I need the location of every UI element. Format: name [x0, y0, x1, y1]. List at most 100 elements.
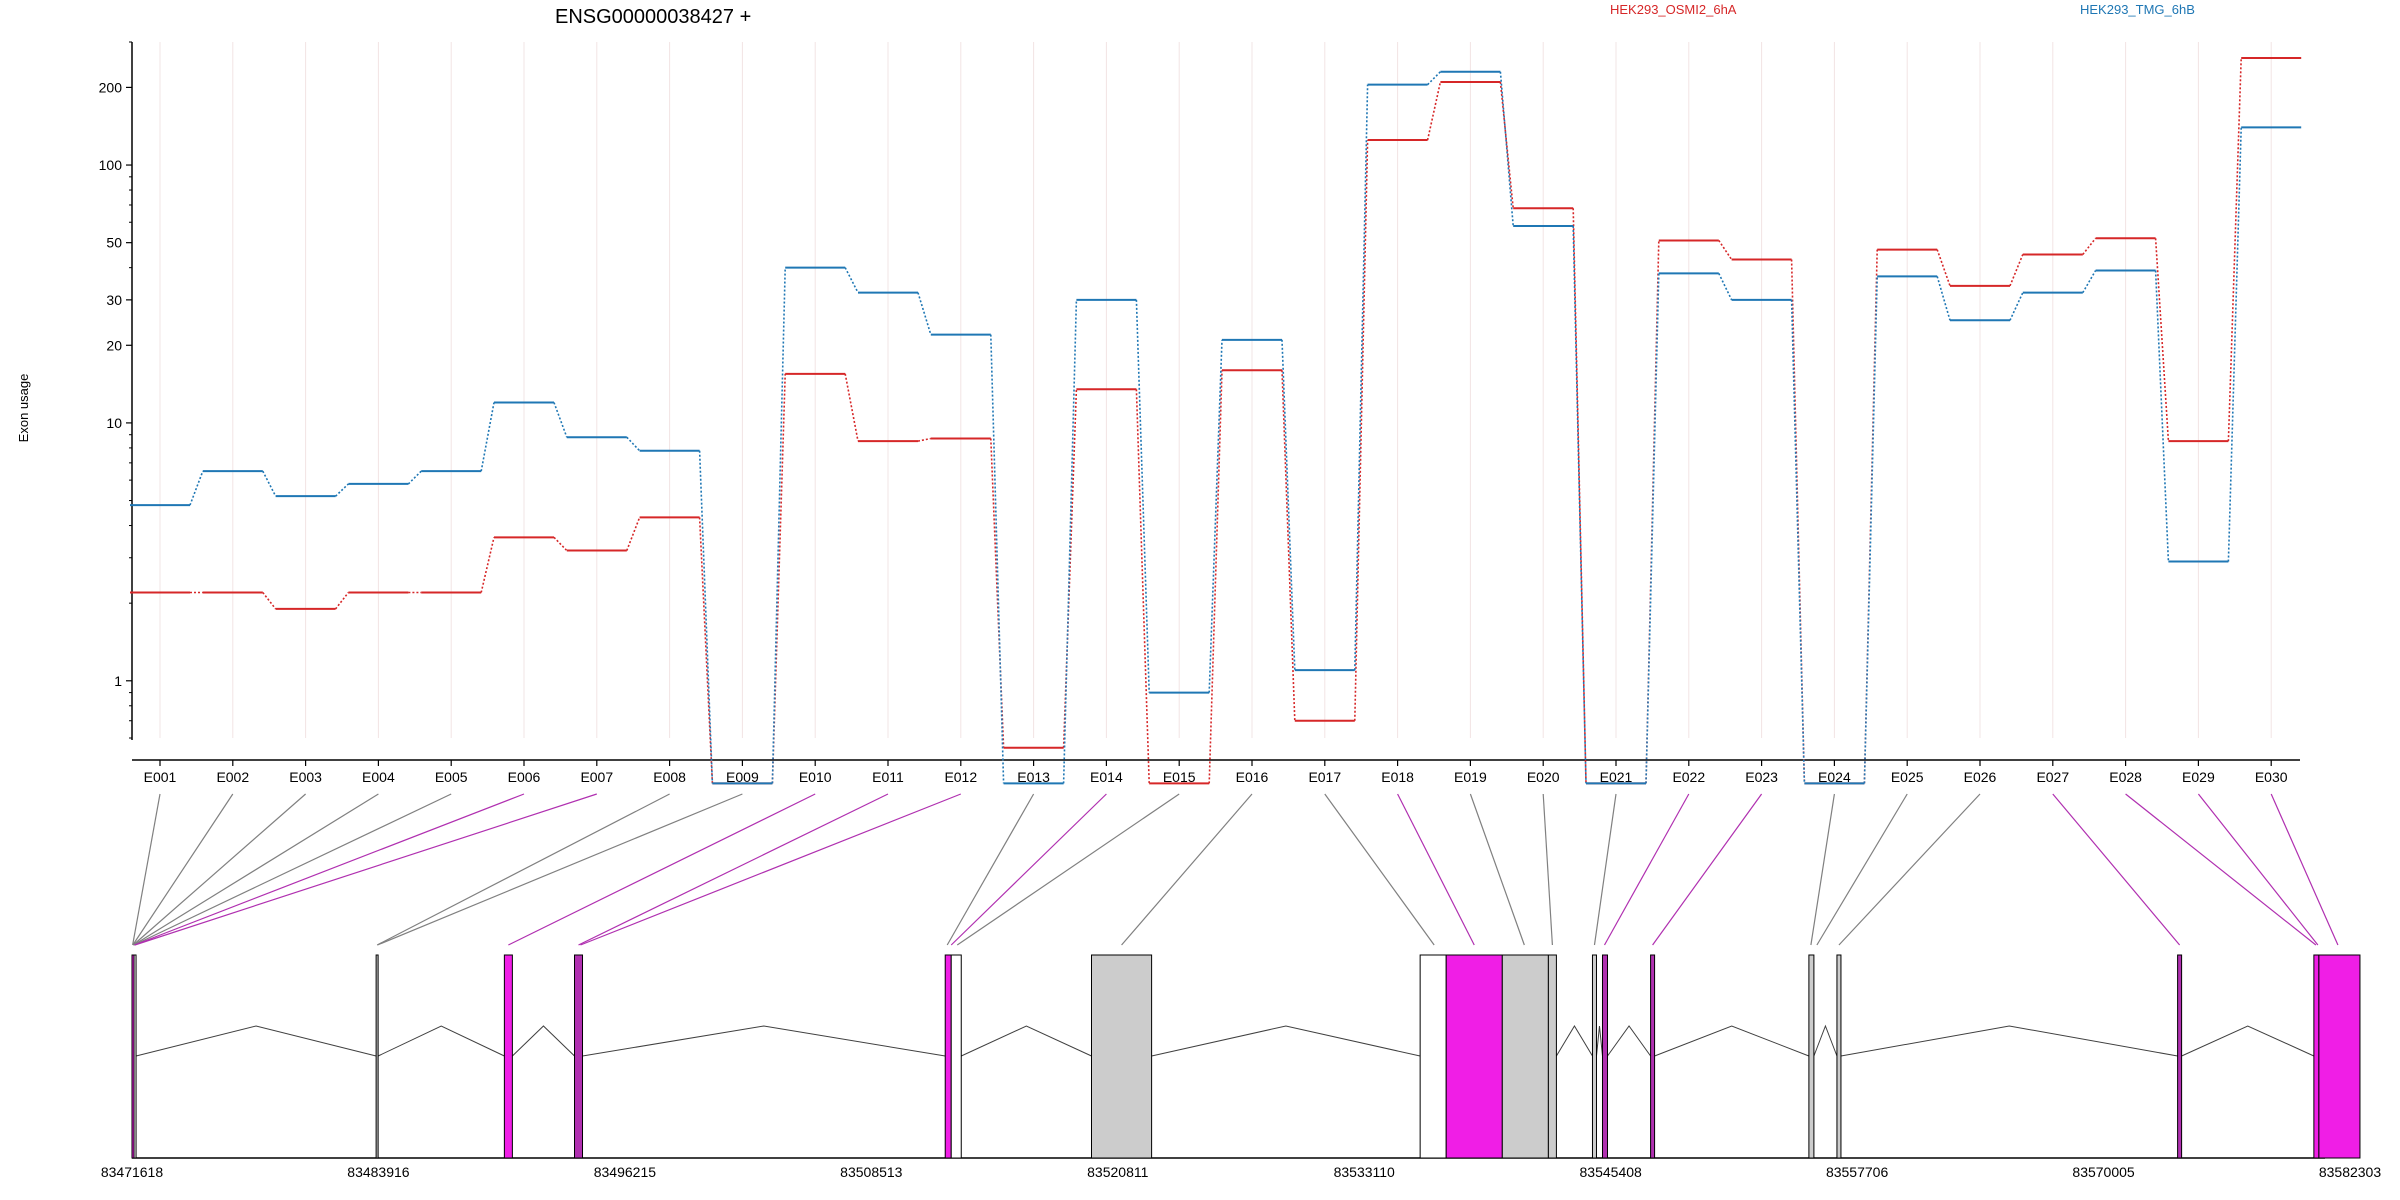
- genome-coord-label-9: 83582303: [2319, 1164, 2382, 1180]
- exon-mapping-E020: [1542, 793, 1553, 946]
- series-2-connector: [1427, 71, 1441, 86]
- series-2-connector: [1790, 299, 1806, 784]
- exon-mapping-E005: [133, 793, 452, 946]
- genome-coord-label-4: 83520811: [1087, 1164, 1148, 1180]
- series-1-connector: [1499, 81, 1514, 209]
- exon-block-14: [1601, 954, 1609, 1159]
- exon-block-4: [503, 954, 513, 1159]
- exon-mapping-E015: [956, 793, 1180, 946]
- x-tick-label-E011: E011: [872, 769, 904, 785]
- grid-lines: [159, 42, 2272, 738]
- x-tick-label-E016: E016: [1236, 769, 1269, 785]
- exon-mapping-E021: [1593, 793, 1617, 946]
- x-tick-label-E015: E015: [1163, 769, 1196, 785]
- exon-mapping-E012: [580, 793, 962, 946]
- series-2-connector: [407, 470, 422, 485]
- series-1-connector: [480, 537, 495, 593]
- series-2-connector: [1572, 226, 1587, 784]
- exon-block-3: [375, 954, 379, 1159]
- series-1-connector: [334, 591, 350, 610]
- series-1-connector: [1426, 81, 1442, 141]
- x-tick-label-E004: E004: [362, 769, 395, 785]
- genome-coord-label-5: 83533110: [1334, 1164, 1395, 1180]
- series-2-connector: [1208, 339, 1223, 693]
- series-1-connector: [1208, 370, 1223, 784]
- series-1-connector: [990, 438, 1005, 748]
- exon-mapping-E024: [1810, 793, 1835, 946]
- exon-mapping-E029: [2197, 793, 2319, 946]
- series-1-connector: [2082, 237, 2097, 255]
- series-2-connector: [698, 450, 714, 784]
- series-2: [130, 70, 2302, 785]
- intron-line: [512, 1025, 575, 1057]
- x-tick-label-E008: E008: [653, 769, 686, 785]
- y-tick-label-1: 1: [114, 673, 122, 689]
- series-2-connector: [2154, 270, 2170, 562]
- exon-block-11: [1501, 954, 1549, 1159]
- exon-mapping-E028: [2125, 793, 2317, 946]
- exon-mapping-E007: [134, 793, 597, 946]
- x-tick-label-E014: E014: [1090, 769, 1123, 785]
- series-1-connector: [1281, 370, 1296, 721]
- exon-mapping-E025: [1816, 793, 1908, 946]
- exon-mapping-E014: [950, 793, 1107, 946]
- axes: 1 10 20 30 50 100 200 E001 E002 E003 E004 E005 E006 E…: [99, 41, 2300, 785]
- x-tick-label-E026: E026: [1964, 769, 1997, 785]
- x-tick-label-E018: E018: [1381, 769, 1414, 785]
- intron-line: [2181, 1025, 2315, 1057]
- series-2-connector: [917, 292, 932, 335]
- intron-line: [1813, 1024, 1838, 1057]
- exon-mapping-E013: [946, 793, 1035, 946]
- x-tick-label-E025: E025: [1891, 769, 1924, 785]
- exon-block-13: [1591, 954, 1597, 1159]
- x-tick-label-E028: E028: [2109, 769, 2142, 785]
- x-tick-label-E021: E021: [1600, 769, 1633, 785]
- series-2-connector: [335, 483, 349, 497]
- genome-coord-label-8: 83570005: [2072, 1164, 2135, 1180]
- exon-mapping-E003: [132, 793, 306, 946]
- x-tick-label-E010: E010: [799, 769, 832, 785]
- series-1-connector: [2227, 57, 2242, 442]
- series-2-connector: [1062, 299, 1078, 784]
- series-2-connector: [771, 267, 786, 784]
- exon-mapping-E002: [132, 793, 234, 946]
- x-tick-label-E017: E017: [1308, 769, 1341, 785]
- series-2-connector: [1718, 273, 1733, 301]
- series-2-connector: [2009, 292, 2024, 321]
- series-1-connector: [1936, 249, 1951, 287]
- series-1-connector: [2009, 254, 2024, 287]
- y-tick-label-30: 30: [106, 292, 122, 308]
- exon-mapping-E017: [1324, 793, 1435, 946]
- genome-coord-label-1: 83483916: [347, 1164, 410, 1180]
- intron-line: [582, 1025, 946, 1057]
- legend-series-1: HEK293_OSMI2_6hA: [1610, 2, 1737, 17]
- exon-block-6: [944, 954, 952, 1159]
- intron-line: [1555, 1025, 1593, 1057]
- x-tick-label-E005: E005: [435, 769, 468, 785]
- x-tick-label-E006: E006: [508, 769, 541, 785]
- series-1-connector: [626, 517, 641, 551]
- exon-block-5: [573, 954, 584, 1159]
- exon-mapping-E022: [1603, 793, 1690, 946]
- series-2-connector: [1281, 339, 1296, 671]
- series-1-connector: [262, 591, 277, 610]
- intron-line: [1607, 1025, 1651, 1057]
- series-2-connector: [480, 402, 495, 472]
- exon-block-20: [2318, 954, 2361, 1159]
- exon-block-8: [1091, 954, 1153, 1159]
- exon-mapping-E011: [578, 793, 889, 946]
- exon-block-2: [133, 954, 137, 1159]
- y-tick-label-100: 100: [99, 157, 123, 173]
- series-lines: [130, 57, 2302, 785]
- exon-mapping-E023: [1652, 793, 1763, 946]
- y-tick-label-50: 50: [106, 235, 122, 251]
- exon-mapping-E026: [1838, 793, 1981, 946]
- exon-mapping-E008: [376, 793, 670, 946]
- genome-coord-label-7: 83557706: [1826, 1164, 1889, 1180]
- exon-block-10: [1445, 954, 1503, 1159]
- exon-mapping-E016: [1121, 793, 1253, 946]
- x-tick-label-E022: E022: [1672, 769, 1705, 785]
- y-tick-label-10: 10: [106, 415, 122, 431]
- series-1-connector: [1718, 240, 1733, 261]
